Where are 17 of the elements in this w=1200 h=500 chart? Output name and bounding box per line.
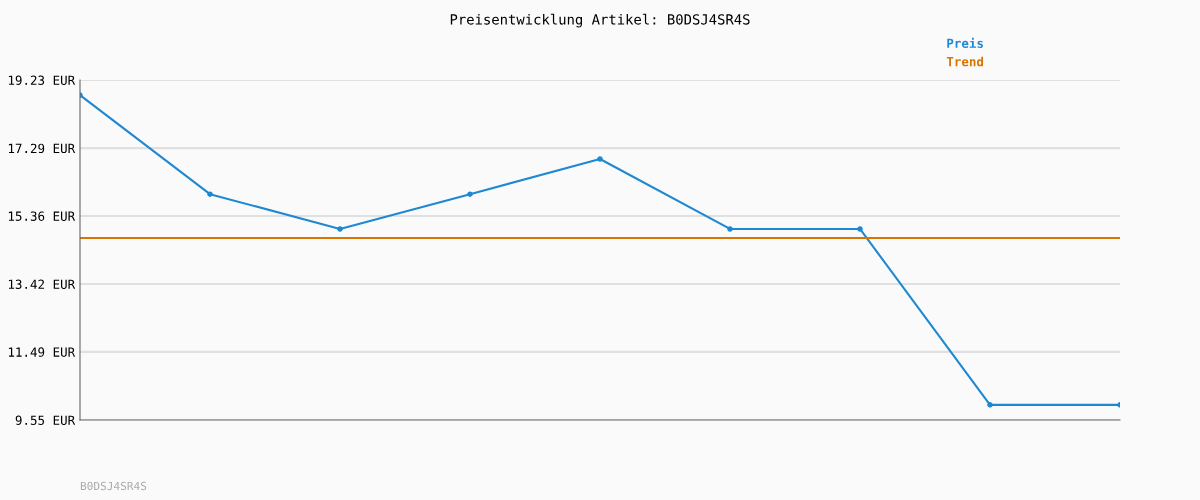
point	[597, 156, 603, 162]
y-tick-label: 17.29 EUR	[8, 143, 76, 154]
text: Trend	[946, 56, 984, 67]
y-tick-label: 11.49 EUR	[8, 347, 76, 357]
y-tick-label: 13.42 EUR	[8, 279, 76, 290]
point	[337, 226, 343, 232]
point	[467, 191, 473, 197]
y-tick-label: 9.55 EUR	[15, 415, 76, 425]
y-tick-label: 15.36 EUR	[8, 211, 76, 221]
point	[857, 226, 863, 232]
y-tick-label: 19.23 EUR	[8, 75, 76, 85]
point	[987, 402, 993, 408]
chart-title: Preisentwicklung Artikel: B0DSJ4SR4S	[450, 13, 750, 28]
point	[207, 191, 213, 197]
text: B0DSJ4SR4S	[80, 481, 147, 491]
point	[727, 226, 733, 232]
text: Preis	[947, 37, 983, 48]
